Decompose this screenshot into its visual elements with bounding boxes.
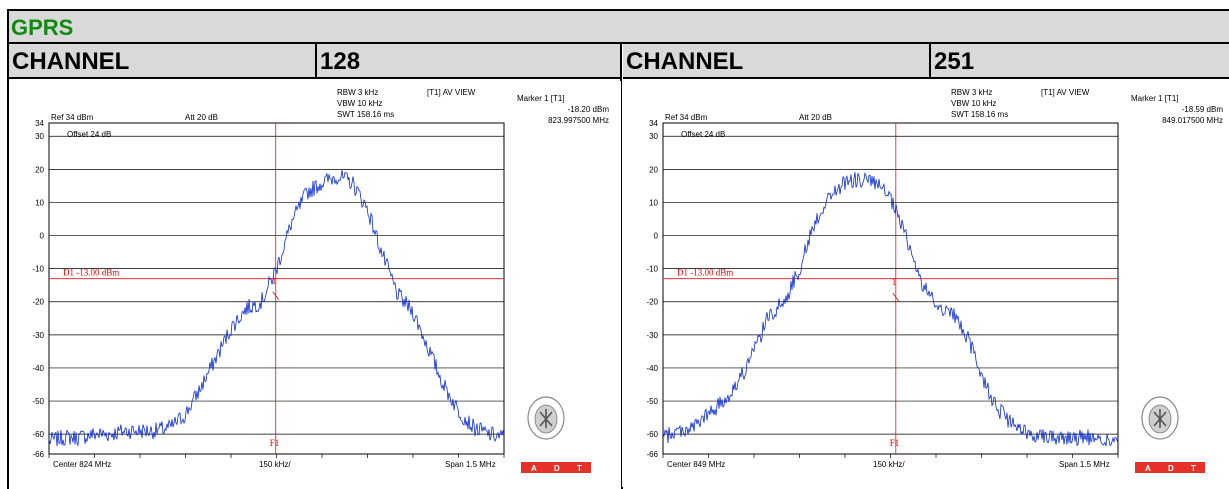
- marker-title: Marker 1 [T1]: [517, 94, 565, 103]
- marker-number-label: 1: [272, 276, 277, 286]
- adt-letter: T: [577, 464, 582, 473]
- marker-point: [892, 292, 900, 302]
- center-frequency-label: Center 849 MHz: [667, 460, 725, 469]
- channel-value: 128: [320, 48, 361, 75]
- marker-level: -18.20 dBm: [568, 105, 610, 114]
- y-tick-label: -10: [646, 265, 658, 274]
- limit-line-label: D1 -13.00 dBm: [677, 268, 733, 278]
- y-tick-label: 10: [649, 198, 658, 207]
- marker-point: [272, 291, 280, 301]
- spectrum-trace: [48, 169, 505, 447]
- y-tick-label: -60: [32, 430, 44, 439]
- marker-frequency: 823.997500 MHz: [548, 116, 609, 125]
- panel-divider: [620, 44, 622, 489]
- y-tick-label: -40: [646, 364, 658, 373]
- vbw-label: VBW 10 kHz: [951, 99, 996, 108]
- y-tick-label: 0: [654, 232, 659, 241]
- attenuation-label: Att 20 dB: [185, 113, 218, 122]
- bureau-veritas-seal: [1141, 396, 1179, 440]
- y-tick-label: -20: [32, 298, 44, 307]
- y-tick-label: -30: [646, 331, 658, 340]
- center-frequency-label: Center 824 MHz: [53, 460, 111, 469]
- division-label: 150 kHz/: [259, 460, 291, 469]
- trace-view-label: [T1] AV VIEW: [1041, 88, 1090, 97]
- y-tick-label: -50: [646, 397, 658, 406]
- spectrum-panel-2: RBW 3 kHz VBW 10 kHz SWT 158.16 ms [T1] AV …: [623, 81, 1229, 489]
- marker-frequency: 849.017500 MHz: [1162, 116, 1223, 125]
- y-tick-label: 30: [649, 132, 658, 141]
- spectrum-trace: [662, 171, 1119, 447]
- adt-letter: A: [1145, 464, 1151, 473]
- adt-letter: T: [1191, 464, 1196, 473]
- adt-logo-bar: [521, 462, 591, 473]
- plot-frame: [48, 122, 505, 455]
- channel-value: 251: [934, 48, 975, 75]
- swt-label: SWT 158.16 ms: [951, 110, 1008, 119]
- rbw-label: RBW 3 kHz: [337, 88, 378, 97]
- channel-label-cell-1: CHANNEL: [9, 44, 315, 79]
- rbw-label: RBW 3 kHz: [951, 88, 992, 97]
- channel-label-cell-2: CHANNEL: [623, 44, 929, 79]
- bureau-veritas-seal: [527, 396, 565, 440]
- f1-label: F1: [890, 438, 900, 448]
- plot-frame: [662, 122, 1119, 455]
- span-label: Span 1.5 MHz: [445, 460, 496, 469]
- spectrum-chart: RBW 3 kHz VBW 10 kHz SWT 158.16 ms [T1] AV …: [646, 88, 1224, 473]
- adt-letter: D: [554, 464, 560, 473]
- offset-label: Offset 24 dB: [67, 130, 111, 139]
- ref-level-label: Ref 34 dBm: [51, 113, 94, 122]
- y-tick-label: -20: [646, 298, 658, 307]
- ref-level-label: Ref 34 dBm: [665, 113, 708, 122]
- y-tick-label: 10: [35, 198, 44, 207]
- y-tick-label: -40: [32, 364, 44, 373]
- channel-value-cell-1: 128: [317, 44, 620, 79]
- division-label: 150 kHz/: [873, 460, 905, 469]
- y-tick-label: 0: [40, 232, 45, 241]
- y-tick-label: -66: [646, 450, 658, 459]
- adt-letter: D: [1168, 464, 1174, 473]
- y-tick-label: -10: [32, 265, 44, 274]
- marker-number-label: 1: [892, 277, 897, 287]
- y-tick-label: -50: [32, 397, 44, 406]
- adt-letter: A: [531, 464, 537, 473]
- swt-label: SWT 158.16 ms: [337, 110, 394, 119]
- cell-divider: [929, 44, 931, 79]
- y-tick-label: 34: [649, 119, 658, 128]
- title-bar: GPRS: [9, 11, 1229, 44]
- offset-label: Offset 24 dB: [681, 130, 725, 139]
- y-tick-label: 20: [649, 165, 658, 174]
- spectrum-chart: RBW 3 kHz VBW 10 kHz SWT 158.16 ms [T1] AV …: [32, 88, 610, 473]
- y-tick-label: -60: [646, 430, 658, 439]
- spectrum-panel-1: RBW 3 kHz VBW 10 kHz SWT 158.16 ms [T1] AV …: [9, 81, 621, 489]
- page-title: GPRS: [11, 15, 74, 40]
- limit-line-label: D1 -13.00 dBm: [63, 268, 119, 278]
- marker-level: -18.59 dBm: [1182, 105, 1224, 114]
- adt-logo-bar: [1135, 462, 1205, 473]
- f1-label: F1: [270, 438, 280, 448]
- channel-value-cell-2: 251: [931, 44, 1229, 79]
- attenuation-label: Att 20 dB: [799, 113, 832, 122]
- y-tick-label: 20: [35, 165, 44, 174]
- y-tick-label: -66: [32, 450, 44, 459]
- span-label: Span 1.5 MHz: [1059, 460, 1110, 469]
- y-tick-label: 34: [35, 119, 44, 128]
- y-tick-label: 30: [35, 132, 44, 141]
- cell-divider: [315, 44, 317, 79]
- y-tick-label: -30: [32, 331, 44, 340]
- channel-label: CHANNEL: [12, 48, 130, 75]
- vbw-label: VBW 10 kHz: [337, 99, 382, 108]
- marker-title: Marker 1 [T1]: [1131, 94, 1179, 103]
- trace-view-label: [T1] AV VIEW: [427, 88, 476, 97]
- channel-label: CHANNEL: [626, 48, 744, 75]
